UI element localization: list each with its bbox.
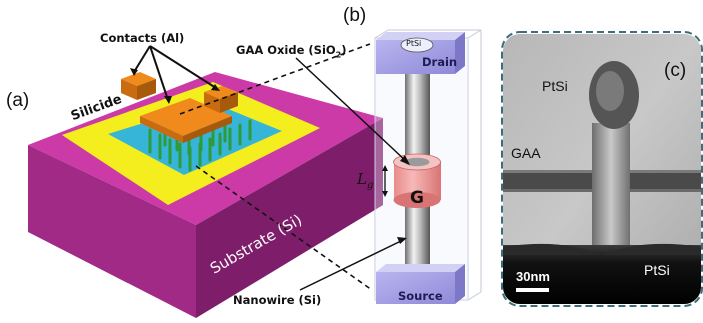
gate-ring-bottom	[393, 192, 441, 208]
substrate-front-face	[28, 145, 196, 318]
left-contact-front	[121, 79, 137, 100]
arrowhead	[164, 96, 172, 104]
tem-micrograph	[503, 34, 701, 304]
drain-cap-top	[376, 32, 465, 40]
left-contact-side	[137, 79, 156, 100]
oxide-label-close: )	[341, 43, 347, 57]
oxide-arrow	[295, 57, 408, 163]
center-pad-front	[140, 116, 183, 143]
arrowhead	[211, 84, 220, 91]
gate-label: G	[410, 188, 424, 208]
source-cap-front	[376, 272, 455, 304]
right-contact-front	[204, 92, 220, 113]
panel-b-nanowire	[295, 29, 482, 304]
arrowhead	[382, 191, 388, 197]
left-contact-top	[121, 72, 156, 86]
projection-lines	[179, 43, 373, 291]
tem-ptsi-top-label: PtSi	[542, 78, 568, 94]
nanowire-arrow	[299, 239, 404, 291]
panel-c-label: (c)	[664, 60, 687, 81]
substrate-side-face	[196, 118, 383, 318]
ptsi-tag	[400, 37, 434, 53]
oxide-label-sub: 2	[335, 50, 342, 60]
panel-a-device	[28, 45, 383, 318]
ptsi-tag-label: PtSi	[406, 39, 422, 48]
contact-arrows	[133, 45, 217, 101]
tem-gaa-label: GAA	[511, 145, 541, 161]
source-cap-top	[376, 264, 465, 272]
tem-nanowire	[592, 123, 630, 263]
oxide-label-text: GAA Oxide (SiO	[236, 43, 336, 57]
source-cap-side	[455, 264, 465, 304]
arrowhead	[397, 237, 407, 244]
arrowhead	[400, 155, 410, 165]
gate-ring-hole	[404, 157, 430, 167]
panel-b-label: (b)	[343, 5, 367, 26]
tem-ptsi-bottom-label: PtSi	[644, 262, 670, 278]
tem-scale-label: 30nm	[516, 269, 550, 284]
panel-c-frame	[501, 31, 703, 307]
lg-label-main: L	[357, 170, 367, 188]
center-pad-side	[183, 116, 232, 143]
source-label: Source	[398, 289, 443, 303]
lg-label: Lg	[357, 170, 373, 191]
panel-a-label: (a)	[6, 90, 30, 111]
lg-label-sub: g	[366, 180, 374, 191]
contacts-label: Contacts (Al)	[100, 31, 185, 45]
oxide-label: GAA Oxide (SiO2)	[236, 43, 347, 59]
oxide-layer	[108, 102, 282, 175]
tem-scale-bar	[516, 288, 549, 292]
arrowhead	[382, 165, 388, 171]
nanowire-label: Nanowire (Si)	[233, 293, 322, 307]
arrowhead	[130, 68, 138, 76]
drain-label: Drain	[422, 55, 458, 69]
drain-cap-side	[455, 32, 465, 74]
